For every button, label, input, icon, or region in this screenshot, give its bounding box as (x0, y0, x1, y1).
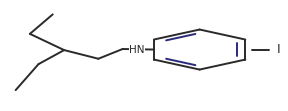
Text: I: I (277, 43, 280, 56)
Text: HN: HN (129, 45, 145, 55)
